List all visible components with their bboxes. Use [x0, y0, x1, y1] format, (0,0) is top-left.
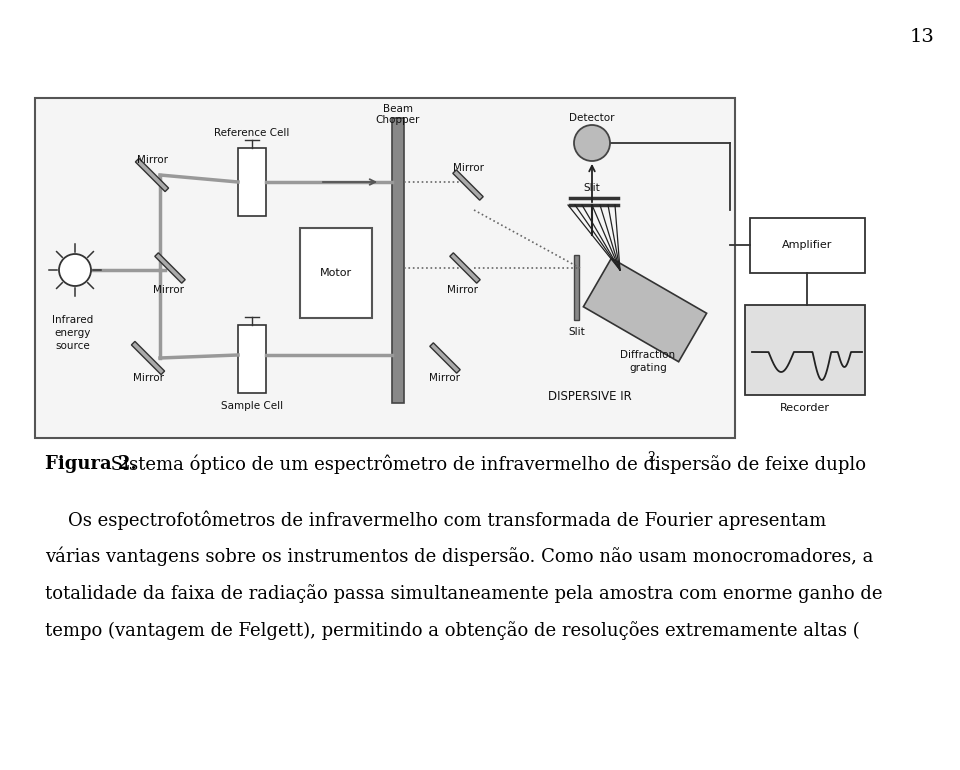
Polygon shape: [155, 253, 185, 283]
Text: Sample Cell: Sample Cell: [221, 401, 283, 411]
Text: DISPERSIVE IR: DISPERSIVE IR: [548, 390, 632, 403]
Text: tempo (vantagem de Felgett), permitindo a obtenção de resoluções extremamente al: tempo (vantagem de Felgett), permitindo …: [45, 621, 860, 640]
Text: Sistema óptico de um espectrômetro de infravermelho de dispersão de feixe duplo: Sistema óptico de um espectrômetro de in…: [105, 455, 866, 474]
Polygon shape: [584, 258, 707, 362]
Text: Infrared: Infrared: [53, 315, 94, 325]
Text: várias vantagens sobre os instrumentos de dispersão. Como não usam monocromadore: várias vantagens sobre os instrumentos d…: [45, 547, 874, 567]
Text: source: source: [56, 341, 90, 351]
Bar: [238, 148, 266, 216]
Text: .: .: [653, 455, 659, 473]
Text: Beam: Beam: [383, 104, 413, 114]
Polygon shape: [132, 341, 164, 375]
Text: grating: grating: [629, 363, 667, 373]
Text: Chopper: Chopper: [375, 115, 420, 125]
Bar: [35, 98, 735, 438]
Text: Slit: Slit: [584, 183, 600, 193]
Text: Mirror: Mirror: [153, 285, 183, 295]
Text: Mirror: Mirror: [136, 155, 167, 165]
Text: Slit: Slit: [568, 327, 586, 337]
Text: Diffraction: Diffraction: [620, 350, 676, 360]
Circle shape: [574, 125, 610, 161]
Text: Mirror: Mirror: [452, 163, 484, 173]
Bar: [300, 228, 372, 318]
Text: Os espectrofotômetros de infravermelho com transformada de Fourier apresentam: Os espectrofotômetros de infravermelho c…: [45, 510, 827, 530]
Circle shape: [59, 254, 91, 286]
Polygon shape: [430, 343, 460, 373]
Text: Amplifier: Amplifier: [781, 240, 832, 250]
Bar: [392, 118, 404, 403]
Text: Detector: Detector: [569, 113, 614, 123]
Bar: [238, 325, 266, 393]
Text: Figura 2.: Figura 2.: [45, 455, 136, 473]
Text: Motor: Motor: [320, 268, 352, 278]
Polygon shape: [135, 159, 169, 192]
Polygon shape: [453, 170, 483, 200]
Text: energy: energy: [55, 328, 91, 338]
Text: Mirror: Mirror: [429, 373, 461, 383]
Bar: [745, 305, 865, 395]
Text: 13: 13: [910, 28, 935, 46]
Text: Reference Cell: Reference Cell: [214, 128, 290, 138]
Bar: [750, 218, 865, 273]
Text: totalidade da faixa de radiação passa simultaneamente pela amostra com enorme ga: totalidade da faixa de radiação passa si…: [45, 584, 882, 603]
Text: Mirror: Mirror: [447, 285, 478, 295]
Bar: [574, 255, 579, 320]
Text: Mirror: Mirror: [132, 373, 163, 383]
Polygon shape: [450, 253, 480, 283]
Text: 2: 2: [647, 451, 655, 464]
Text: Recorder: Recorder: [780, 403, 830, 413]
